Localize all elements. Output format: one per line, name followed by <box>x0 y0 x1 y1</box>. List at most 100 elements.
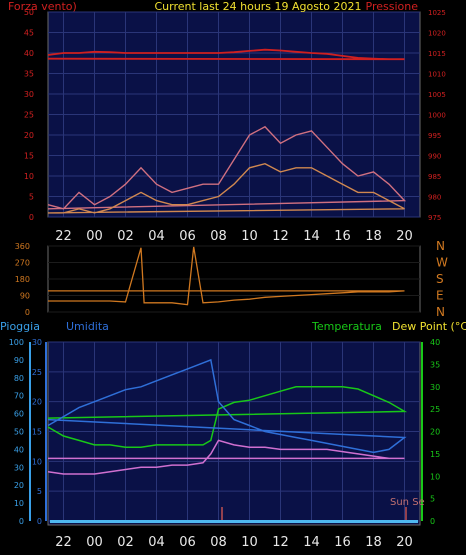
x-tick-label: 22 <box>55 229 72 244</box>
x-tick-label: 10 <box>241 229 258 244</box>
humidity-tick-label: 20 <box>32 398 42 407</box>
x-tick-label: 18 <box>365 229 382 244</box>
wind-tick-label: 25 <box>24 111 34 120</box>
temperature-tick-label: 40 <box>430 338 440 347</box>
dew-point-series-line <box>47 439 405 475</box>
compass-letter: S <box>436 272 444 286</box>
rain-tick-label: 40 <box>14 445 24 454</box>
rain-tick-label: 70 <box>14 392 24 401</box>
rain-tick-label: 50 <box>14 428 24 437</box>
top-x-tick-labels: 22 00 02 04 06 08 10 12 14 16 18 20 <box>55 229 413 244</box>
dew-point-axis-title: Dew Point (°C) <box>392 320 466 333</box>
x-tick-label: 10 <box>241 535 258 550</box>
temperature-tick-label: 30 <box>430 383 440 392</box>
pressure-axis-title: Pressione <box>366 0 419 13</box>
pressure-tick-label: 1010 <box>428 71 446 79</box>
rain-tick-label: 100 <box>9 338 24 347</box>
compass-letter: N <box>436 239 445 253</box>
wind-tick-label: 15 <box>24 152 34 161</box>
rain-tick-label: 10 <box>14 499 24 508</box>
rain-tick-label: 60 <box>14 410 24 419</box>
temperature-tick-label: 15 <box>430 450 440 459</box>
direction-tick-label: 90 <box>20 292 30 301</box>
x-tick-label: 08 <box>210 229 227 244</box>
direction-axis-ticks: 0 90 180 270 360 <box>15 242 30 317</box>
direction-grid <box>48 245 420 313</box>
gust-series-line <box>47 125 407 210</box>
compass-letter: E <box>436 289 444 303</box>
x-tick-label: 08 <box>210 535 227 550</box>
x-tick-label: 12 <box>272 535 289 550</box>
pressure-tick-label: 1020 <box>428 30 446 38</box>
wind-tick-label: 10 <box>24 172 34 181</box>
x-tick-label: 14 <box>303 229 320 244</box>
x-tick-label: 02 <box>117 229 134 244</box>
humidity-tick-label: 10 <box>32 457 42 466</box>
direction-series-line <box>48 246 405 306</box>
humidity-series-line <box>47 358 407 454</box>
direction-tick-label: 180 <box>15 275 30 284</box>
temperature-tick-label: 5 <box>430 495 435 504</box>
humidity-tick-label: 30 <box>32 338 42 347</box>
rain-tick-label: 0 <box>19 517 24 526</box>
x-tick-label: 00 <box>86 229 103 244</box>
pressure-axis-ticks: 975 980 985 990 995 1000 1005 1010 1015 1020 1025 <box>428 9 446 222</box>
x-tick-label: 04 <box>148 229 165 244</box>
humidity-tick-label: 0 <box>37 517 42 526</box>
chart-title: Current last 24 hours 19 Agosto 2021 <box>154 0 361 13</box>
rain-tick-label: 80 <box>14 374 24 383</box>
x-tick-label: 12 <box>272 229 289 244</box>
rain-bar <box>50 520 418 523</box>
pressure-series-line <box>47 48 405 61</box>
direction-tick-label: 360 <box>15 242 30 251</box>
wind-tick-label: 30 <box>24 90 34 99</box>
rain-tick-label: 90 <box>14 356 24 365</box>
pressure-tick-label: 975 <box>428 214 441 222</box>
bottom-axes: 0 10 20 30 40 50 60 70 80 90 100 0 5 10 15 20 25 30 0 5 10 15… <box>9 338 440 526</box>
x-tick-label: 18 <box>365 535 382 550</box>
pressure-tick-label: 990 <box>428 153 441 161</box>
wind-series-line <box>47 162 405 214</box>
x-tick-label: 04 <box>148 535 165 550</box>
temperature-tick-label: 25 <box>430 405 440 414</box>
compass-letter: W <box>436 256 448 270</box>
wind-axis-title: Forza vento) <box>8 0 77 13</box>
humidity-tick-label: 15 <box>32 428 42 437</box>
sunset-label: Sun Se <box>390 497 425 508</box>
x-tick-label: 20 <box>396 229 413 244</box>
rain-axis-title: Pioggia <box>0 320 40 333</box>
humidity-axis-title: Umidita <box>66 320 109 333</box>
rain-tick-label: 30 <box>14 463 24 472</box>
temperature-tick-label: 0 <box>430 517 435 526</box>
x-tick-label: 22 <box>55 535 72 550</box>
temp-humidity-plot-area <box>47 341 421 526</box>
pressure-tick-label: 985 <box>428 173 441 181</box>
wind-tick-label: 20 <box>24 131 34 140</box>
temperature-axis-title: Temperatura <box>311 320 382 333</box>
direction-tick-label: 0 <box>25 308 30 317</box>
x-tick-label: 06 <box>179 229 196 244</box>
x-tick-label: 16 <box>334 229 351 244</box>
wind-tick-label: 35 <box>24 70 34 79</box>
temperature-series-line <box>47 386 408 448</box>
pressure-tick-label: 1005 <box>428 91 446 99</box>
pressure-tick-label: 1015 <box>428 50 446 58</box>
wind-tick-label: 5 <box>29 193 34 202</box>
wind-axis-ticks: 0 5 10 15 20 25 30 35 40 45 50 <box>24 8 34 222</box>
x-tick-label: 14 <box>303 535 320 550</box>
x-tick-label: 02 <box>117 535 134 550</box>
wind-tick-label: 0 <box>29 213 34 222</box>
humidity-tick-label: 5 <box>37 487 42 496</box>
pressure-tick-label: 995 <box>428 132 441 140</box>
temperature-tick-label: 20 <box>430 428 440 437</box>
pressure-tick-label: 1025 <box>428 9 446 17</box>
temperature-tick-label: 10 <box>430 472 440 481</box>
humidity-tick-label: 25 <box>32 368 42 377</box>
bottom-x-tick-labels: 22 00 02 04 06 08 10 12 14 16 18 20 <box>55 535 413 550</box>
x-tick-label: 00 <box>86 535 103 550</box>
wind-tick-label: 40 <box>24 49 34 58</box>
pressure-tick-label: 1000 <box>428 112 446 120</box>
direction-tick-label: 270 <box>15 259 30 268</box>
